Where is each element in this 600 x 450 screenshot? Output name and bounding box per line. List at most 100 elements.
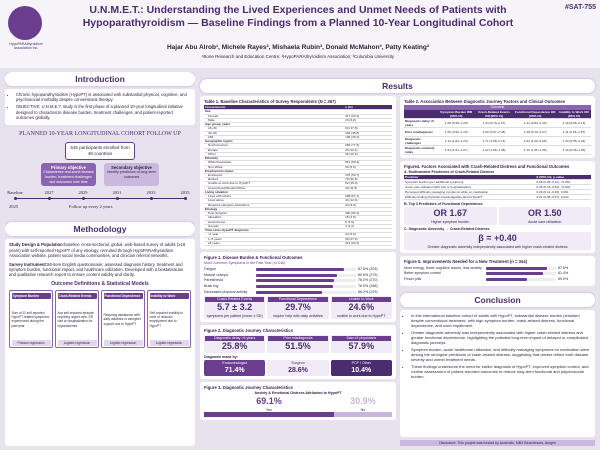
- objective-title: Primary objective: [51, 164, 86, 170]
- outcome-box: Symptom Burden Sum of 11 self-reported Hy…: [9, 290, 53, 349]
- table-row: 40–59 162 (45.8): [204, 131, 392, 136]
- cards: Diagnostic delay >5 years 25.8% Prior misd…: [204, 334, 392, 354]
- column-header: Predictor: [404, 175, 536, 181]
- table1: Table 1. Baseline Characteristics of Sur…: [200, 96, 396, 249]
- authors: Hajar Abu Alrob¹, Michele Rayes², Mishae…: [166, 44, 430, 51]
- middle-column: Table 1. Baseline Characteristics of Sur…: [200, 96, 396, 446]
- table-cell: 34 (9.9): [344, 203, 392, 208]
- table-row: Difficulty finding physician knowledgeab…: [404, 194, 591, 201]
- table-cell: 0.35 (0.16–0.54), <0.001: [535, 184, 591, 191]
- outcome-text: Any self-reported episode requiring urge…: [57, 311, 94, 328]
- bar-label: Brain fog: [204, 284, 219, 289]
- header: HypoPARAthyroidism Association Inc. U.N.…: [0, 0, 600, 68]
- table-cell: ≥60: [204, 135, 345, 141]
- table-row: 1–5 years 96 (27.9): [204, 237, 392, 242]
- objective-text: Identify predictors of long-term outcome…: [107, 170, 156, 179]
- figure-title: Figure 1. Disease Burden & Functional Ou…: [204, 254, 303, 260]
- table-cell: 34 (9.9): [344, 233, 392, 238]
- part-value: 69.1%: [256, 395, 282, 406]
- method-item: Survey Instrument:86-item English questi…: [9, 262, 191, 278]
- year-dot: [81, 196, 85, 200]
- bar: [256, 267, 344, 271]
- objective-box: Secondary objective Identify predictors o…: [104, 162, 159, 187]
- table-row: Genetic 4 (1.2): [204, 224, 392, 230]
- bar: [256, 284, 333, 288]
- table-cell: [344, 122, 392, 128]
- table-row: Requires caregiver assistance 34 (9.9): [204, 203, 392, 208]
- table-cell: 298 (87.1): [344, 194, 392, 200]
- header-row: Symptom Burden IRR (95% CI) Crash-Related…: [404, 109, 591, 119]
- bar: [486, 272, 543, 276]
- table: Predictor β (95% CI), p-value Symptom burd…: [404, 175, 591, 201]
- outcome-box: Functional Dependence Requiring assistanc…: [101, 290, 145, 349]
- table-cell: 1.19 (0.66–2.13): [556, 118, 591, 128]
- bar-label: Paresthesia: [204, 278, 223, 283]
- year-dot: [47, 196, 51, 200]
- bullet: OBJECTIVE: U.N.M.E.T. study is the first…: [16, 104, 191, 120]
- bar-value: 80.6% (279): [358, 272, 378, 277]
- table-row: Male 23 (6.8): [204, 118, 392, 124]
- year-label: 2027: [44, 190, 54, 196]
- card-label: Surgeon: [291, 360, 305, 365]
- table-cell: 1.19 (1.05–1.35): [513, 145, 557, 156]
- table-row: Etiology: [204, 207, 392, 213]
- axis-line: [15, 198, 185, 200]
- cards: Crash-Related Events 5.7 ± 3.2 symptoms pe…: [204, 296, 392, 320]
- card-label: Saw ≥3 physicians: [331, 335, 391, 341]
- panel: Study Design & Population:baseline cross…: [5, 239, 195, 446]
- figure5: Figure 5. Improvements Needed for a New …: [400, 256, 595, 286]
- section-heading: Methodology: [5, 222, 195, 237]
- figure-title: Figure 5. Improvements Needed for a New …: [404, 259, 527, 265]
- table-cell: 63 (17.8): [344, 127, 392, 132]
- table-cell: 162 (45.8): [344, 131, 392, 136]
- column-header: Functional Dependence OR (95% CI): [513, 109, 557, 119]
- table-cell: Non-White: [204, 165, 345, 170]
- bar-row: More energy, fewer cognitive issues, les…: [404, 266, 591, 271]
- table-row: Europe 43 (12.4): [204, 148, 392, 153]
- part-name: Yes: [266, 407, 272, 412]
- table-cell: 1.05 (0.96–1.15): [438, 127, 475, 137]
- table-row: Prior misdiagnosis 1.05 (0.96–1.15) 1.52 (…: [404, 127, 591, 137]
- table-row: Diagnostic challenges 1.12 (1.02–1.23) 1.7…: [404, 136, 591, 146]
- outcome-model: Logistic regression: [57, 339, 97, 346]
- outcome-text: Requiring assistance with daily activiti…: [103, 313, 141, 326]
- table-cell: Employed: [204, 173, 345, 179]
- card-label: Endocrinologist: [222, 360, 247, 365]
- table-cell: 317 (93.2): [344, 114, 392, 119]
- table-cell: Female: [204, 114, 345, 119]
- table-row: Unable to work due to HypoPT 52 (15.0): [204, 182, 392, 187]
- bar-value: 87.6% (303): [358, 267, 378, 272]
- table-cell: Prior misdiagnosis: [404, 127, 439, 137]
- table-cell: [344, 139, 392, 145]
- figure-subtitle: Most Common Symptoms in the Past Year (n…: [204, 261, 285, 266]
- bar-row: Fatigue 87.6% (303): [204, 267, 392, 272]
- table-cell: White/Caucasian: [204, 161, 345, 166]
- table: Characteristic n (%) Sex Female 317 (93.2) Ma…: [204, 105, 392, 246]
- table-cell: Employment status: [204, 169, 345, 175]
- table-row: Sex: [204, 110, 392, 115]
- stat-card: Endocrinologist 71.4%: [204, 359, 266, 376]
- table-cell: Diagnostic delay >5 years: [404, 118, 439, 128]
- footer: Disclosure: This project was funded by A…: [400, 440, 595, 446]
- table-cell: Autoimmune: [204, 220, 345, 225]
- table-cell: 269 (77.3): [344, 144, 392, 149]
- table-cell: 1.04 (1.01–1.07): [438, 145, 475, 156]
- table-row: Other 36 (10.3): [204, 152, 392, 158]
- table-row: Lives alone 44 (12.9): [204, 199, 392, 204]
- bullet: In this international baseline cohort of…: [411, 313, 591, 329]
- bar-row: Decreased physical activity 66.2% (229): [204, 290, 392, 295]
- table-row: Diagnostic certainty index 1.04 (1.01–1.0…: [404, 145, 591, 156]
- table-row: Unemployed/Student/Other 40 (11.5): [204, 186, 392, 191]
- stat-card: β = +0.40 Greater diagnostic adversity in…: [404, 231, 591, 251]
- column-header: Inability to Work OR (95% CI): [556, 109, 591, 119]
- card-note: Higher symptom burden: [431, 219, 470, 224]
- table-cell: Acute care utilization (ER visit or hosp…: [404, 184, 536, 191]
- objectives: Primary objective Characterize real-world…: [9, 162, 191, 187]
- table-row: ≥5 years 214 (62.2): [204, 241, 392, 246]
- table-cell: 23 (6.8): [344, 118, 392, 124]
- figure-title: Figure 3. Diagnostic Journey Characteris…: [204, 384, 293, 390]
- bullet: Symptom burden, acute healthcare utiliza…: [411, 347, 591, 363]
- figure-title: Figure 2. Diagnostic Journey Characteris…: [204, 328, 293, 334]
- table-cell: [344, 169, 392, 175]
- figure-title: Figure4. Factors Associated with Crash-R…: [404, 164, 570, 169]
